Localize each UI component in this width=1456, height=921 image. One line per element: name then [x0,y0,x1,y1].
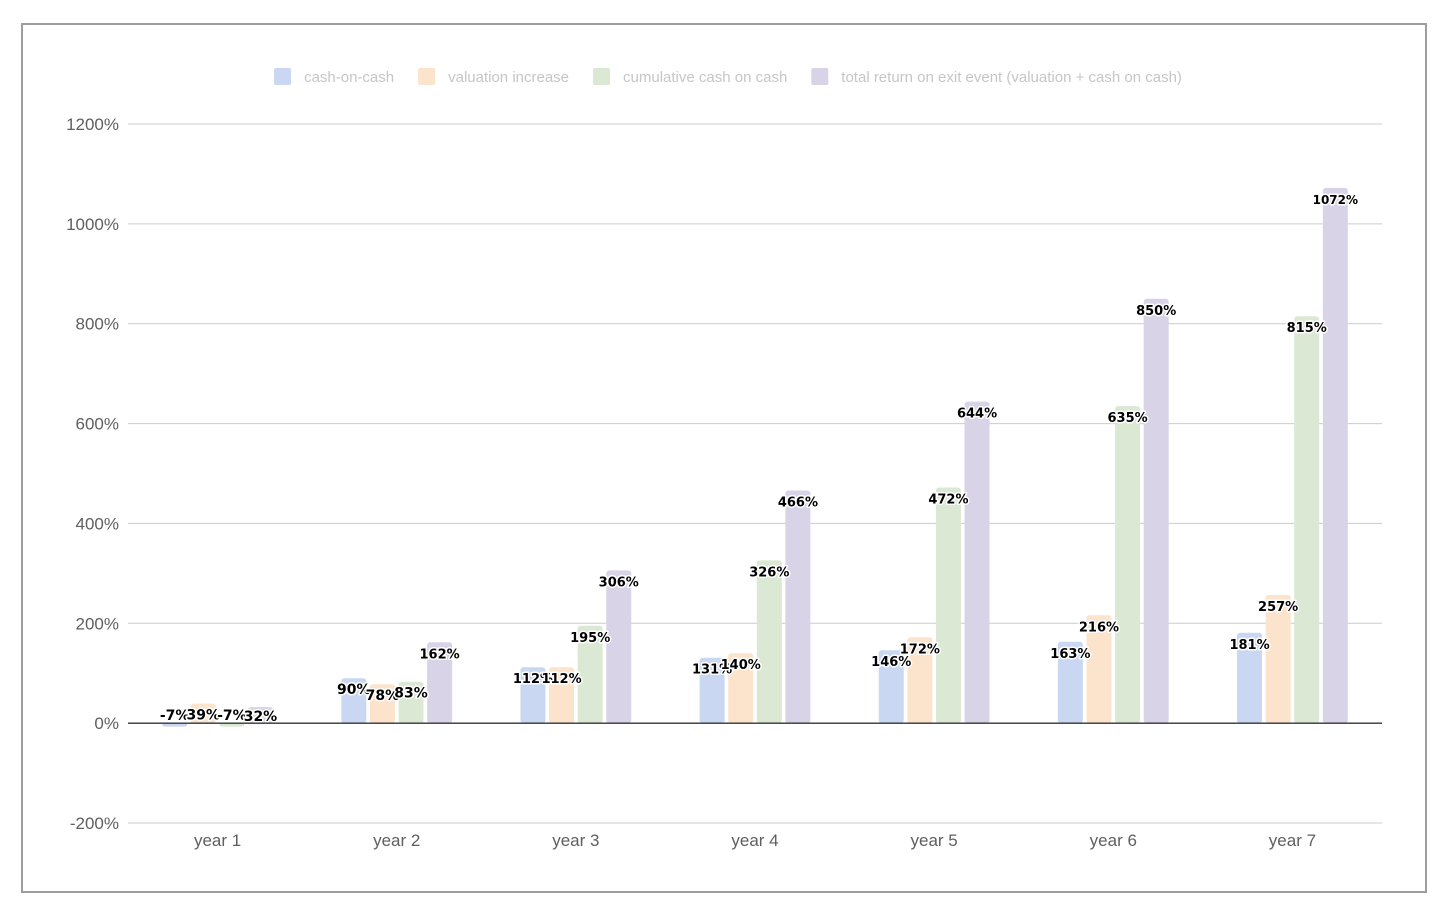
data-label: 644% [957,407,997,422]
y-tick-label: 200% [76,614,119,633]
legend-label: cumulative cash on cash [623,69,787,86]
data-label: 635% [1107,411,1147,426]
bar [728,653,754,724]
legend-label: total return on exit event (valuation + … [841,69,1182,86]
x-tick-label: year 6 [1090,831,1137,850]
data-label: 140% [721,658,761,673]
bar [341,678,367,724]
data-label: 326% [749,565,789,580]
y-tick-label: 1200% [66,115,119,134]
x-tick-label: year 2 [373,831,420,850]
bar [247,707,273,724]
bar [1237,632,1263,724]
data-label: 39% [187,708,221,724]
bar [190,703,216,724]
bar [907,637,933,724]
data-label: 257% [1258,600,1298,615]
data-label: 1072% [1313,193,1358,207]
x-axis-ticks: year 1 year 2 year 3 year 4 year 5 year 6 year… [194,831,1316,850]
data-label: 172% [900,642,940,657]
bar [549,667,575,724]
bar [577,625,603,724]
bar [427,642,453,724]
data-label: 146% [871,655,911,670]
bars [162,187,1348,727]
bar [1265,594,1291,724]
x-tick-label: year 1 [194,831,241,850]
data-label: 850% [1136,304,1176,319]
data-label: 163% [1050,647,1090,662]
bar [1294,316,1320,724]
data-label: 216% [1079,620,1119,635]
y-tick-label: -200% [70,814,119,833]
legend-swatch [274,68,292,85]
data-label: 472% [928,492,968,507]
bar [1057,641,1083,724]
x-tick-label: year 7 [1269,831,1316,850]
data-label: 112% [541,672,581,687]
chart-frame [21,23,1427,893]
data-label: 32% [244,709,278,725]
bar [398,681,424,724]
data-labels: -7%39%-7%32%90%78%83%162%112%112%195%306… [158,191,1359,726]
bar [162,723,188,727]
bar [219,723,245,727]
legend-label: valuation increase [448,69,569,86]
bar [520,667,546,724]
bar [964,401,990,724]
x-tick-label: year 4 [731,831,778,850]
data-label: 162% [420,647,460,662]
data-label: 195% [570,631,610,646]
bar [878,650,904,724]
data-label: 78% [366,688,400,704]
data-label: 131% [692,663,732,678]
legend-swatch [418,68,436,85]
legend-swatch [811,68,829,85]
y-tick-label: 400% [76,514,119,533]
y-tick-label: 1000% [66,215,119,234]
bar [785,490,811,724]
data-label: -7% [160,708,190,724]
bar [606,570,632,724]
bar [699,657,725,724]
bar [935,487,961,724]
data-label: 466% [778,495,818,510]
data-label: 83% [394,686,428,702]
bar [1143,298,1169,724]
bar [1115,406,1141,724]
data-label: 90% [337,682,371,698]
data-label: 815% [1287,321,1327,336]
legend-label: cash-on-cash [304,69,394,86]
bar [1322,187,1348,724]
bar [369,684,395,724]
legend: cash-on-cash valuation increase cumulative… [274,68,1182,86]
y-tick-label: 0% [94,714,119,733]
data-label: 181% [1229,638,1269,653]
data-label: 112% [513,672,553,687]
y-axis-ticks: -200% 0% 200% 400% 600% 800% 1000% 1200% [66,115,119,833]
legend-swatch [593,68,611,85]
x-tick-label: year 5 [911,831,958,850]
x-tick-label: year 3 [552,831,599,850]
data-label: 306% [599,575,639,590]
data-label: -7% [217,708,247,724]
y-tick-label: 800% [76,315,119,334]
bar [1086,615,1112,724]
gridlines [128,123,1382,824]
bar [756,560,782,724]
y-tick-label: 600% [76,415,119,434]
